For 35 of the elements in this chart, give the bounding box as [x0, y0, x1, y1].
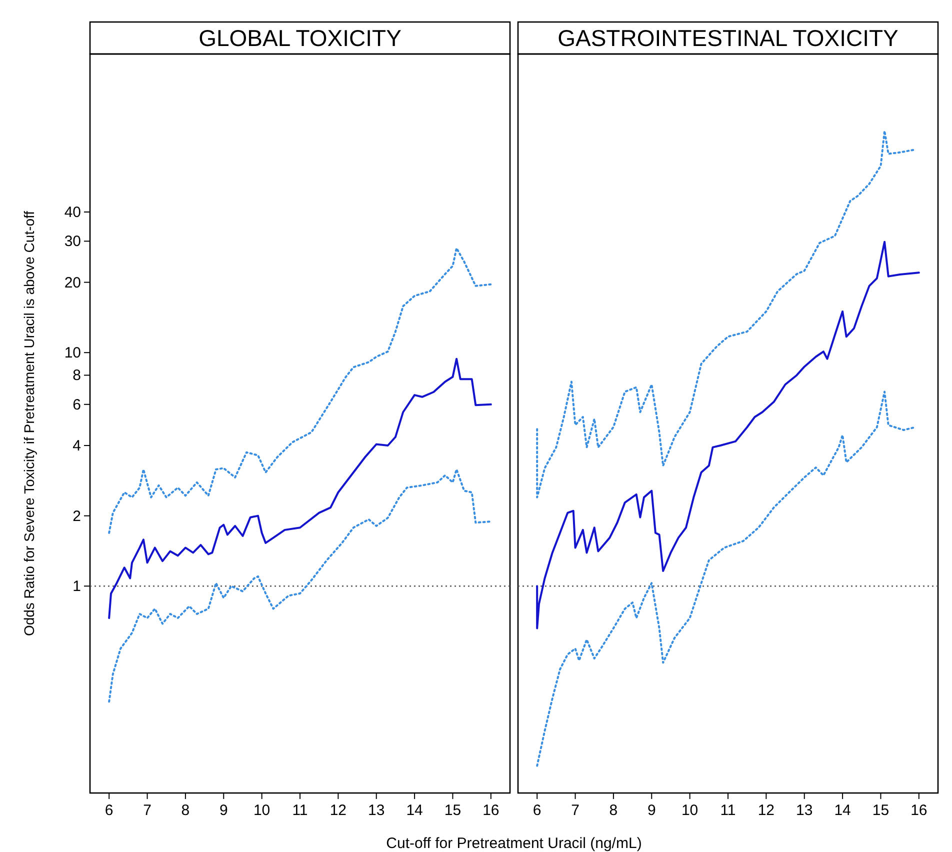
x-tick-label: 15	[872, 802, 890, 819]
chart-title: GASTROINTESTINAL TOXICITY	[558, 25, 898, 51]
x-tick-label: 13	[796, 802, 813, 819]
x-tick-label: 6	[532, 802, 542, 819]
x-tick-label: 8	[181, 802, 190, 819]
x-tick-label: 16	[910, 802, 928, 819]
x-tick-label: 6	[104, 802, 114, 819]
x-tick-label: 15	[444, 802, 462, 819]
y-tick-label: 6	[72, 396, 81, 414]
x-tick-label: 7	[571, 802, 580, 819]
x-tick-label: 9	[219, 802, 228, 819]
x-tick-label: 9	[647, 802, 656, 819]
y-tick-label: 30	[64, 233, 81, 250]
x-tick-label: 14	[406, 802, 423, 819]
chart-title: GLOBAL TOXICITY	[198, 25, 402, 51]
x-tick-label: 10	[681, 802, 698, 819]
x-tick-label: 8	[609, 802, 618, 819]
y-tick-label: 4	[72, 438, 81, 455]
x-tick-label: 13	[368, 802, 385, 819]
x-tick-label: 12	[330, 802, 347, 819]
y-tick-label: 2	[72, 508, 81, 525]
x-tick-label: 11	[292, 802, 308, 819]
y-axis-title: Odds Ratio for Severe Toxicity if Pretreatment Uracil is above Cut-off	[21, 210, 37, 636]
y-tick-label: 40	[64, 204, 81, 222]
y-tick-label: 10	[64, 344, 81, 362]
x-tick-label: 11	[720, 802, 736, 819]
x-tick-label: 16	[482, 802, 500, 819]
y-tick-label: 20	[64, 274, 81, 292]
y-tick-label: 8	[72, 367, 81, 384]
x-tick-label: 14	[834, 802, 851, 819]
x-tick-label: 10	[253, 802, 270, 819]
x-tick-label: 7	[143, 802, 152, 819]
x-tick-label: 12	[758, 802, 775, 819]
y-tick-label: 1	[72, 578, 81, 596]
x-axis-title: Cut-off for Pretreatment Uracil (ng/mL)	[386, 835, 642, 852]
